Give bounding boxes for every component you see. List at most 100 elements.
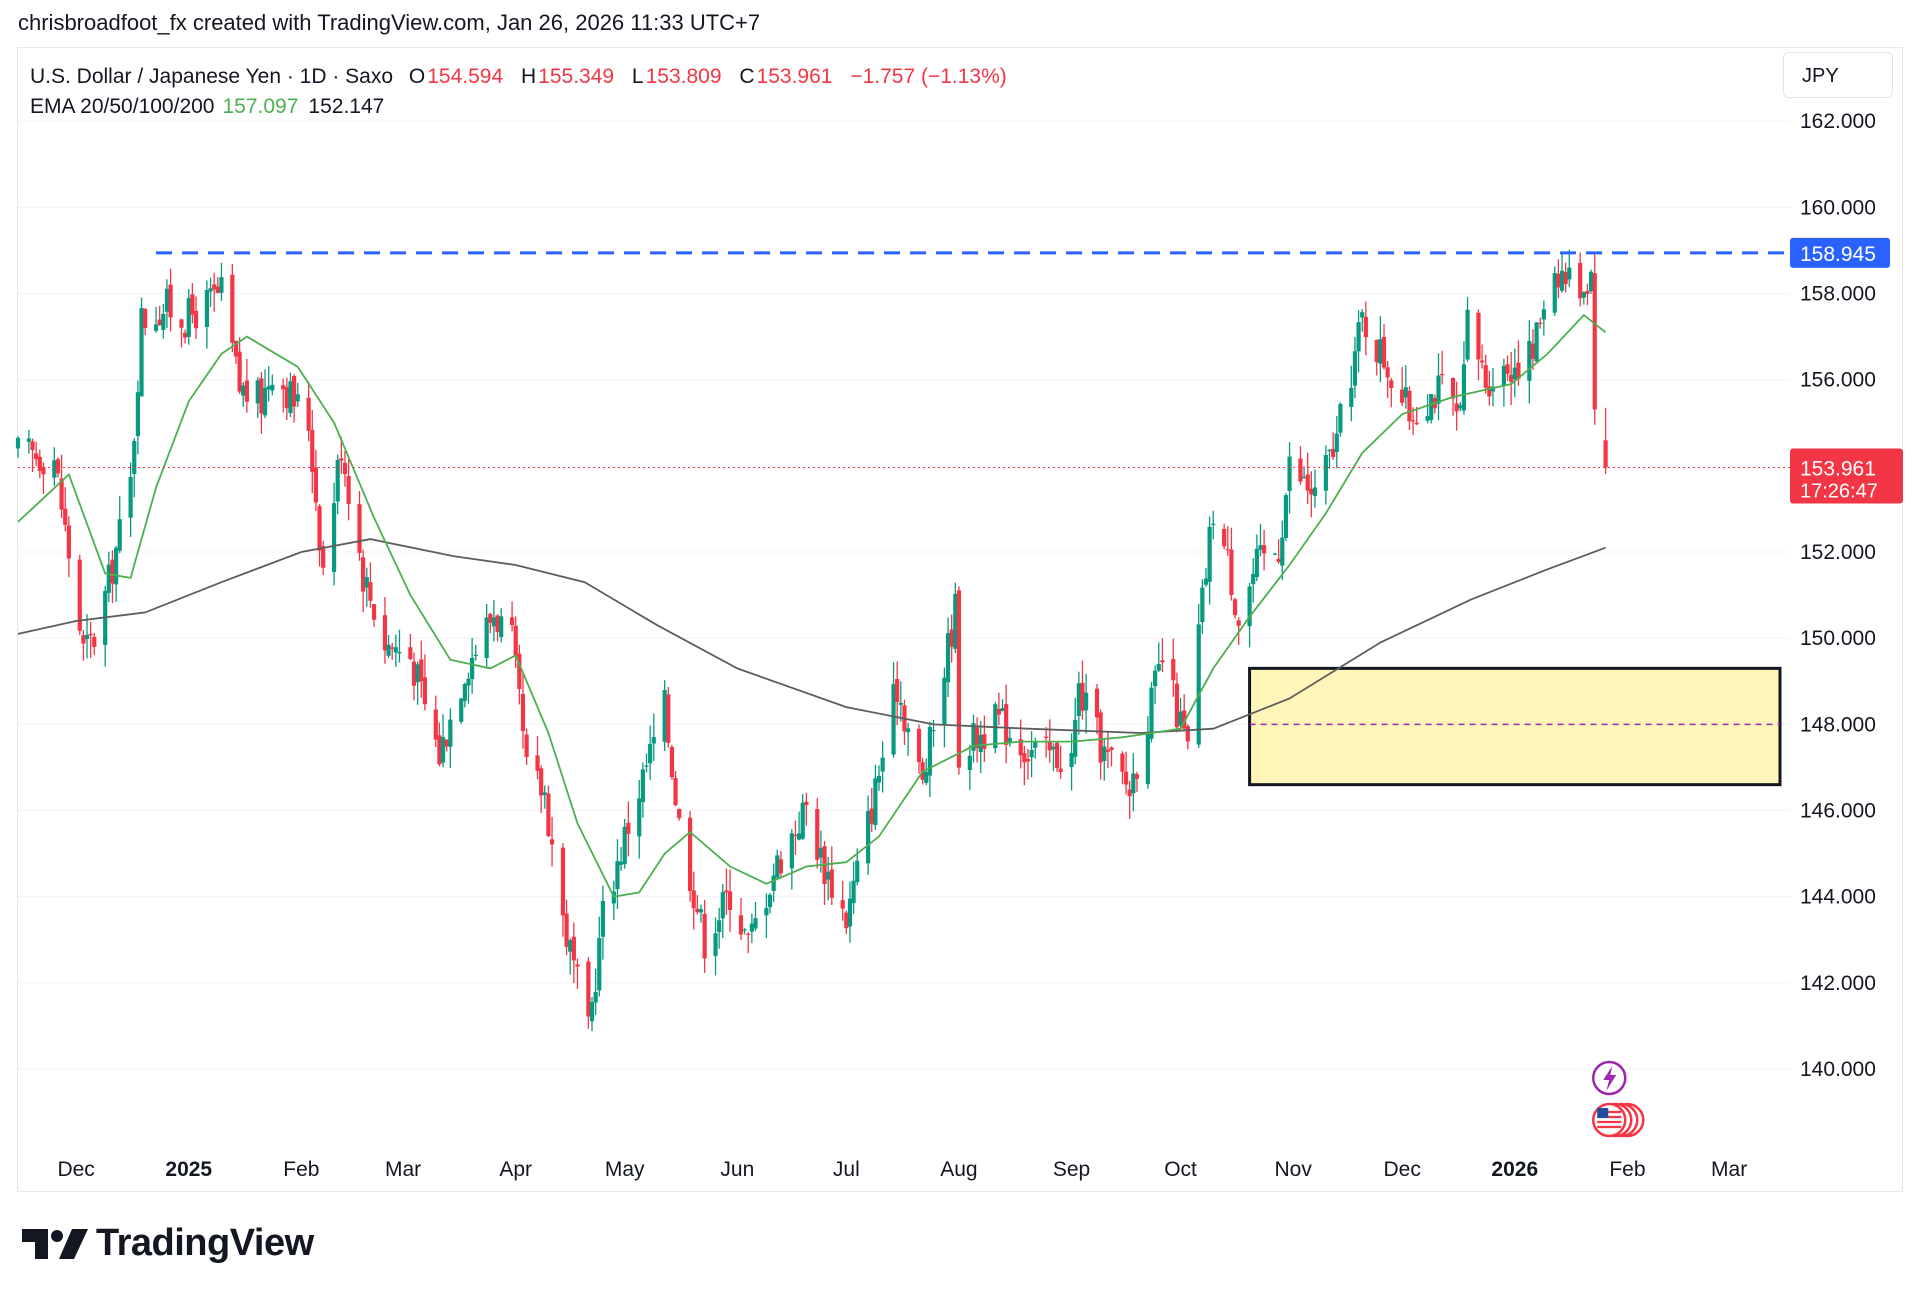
candle-body [1051,746,1056,750]
candle [30,438,35,473]
candle-body [727,891,733,910]
candle-body [310,429,315,472]
candle [829,846,834,905]
candle-body [673,777,678,806]
price-tick-label: 158.000 [1800,283,1876,306]
candle-body [433,709,438,740]
candle-body [1203,578,1209,585]
candle-body [1272,553,1278,555]
candle-body [295,394,300,402]
candle [713,917,718,976]
candle [259,372,264,434]
candle-body [677,809,682,819]
candle-body [1251,573,1256,585]
candle-body [92,636,97,647]
candle [1567,249,1572,287]
ema-label: EMA 20/50/100/200 [30,95,215,118]
candle-body [1407,390,1412,422]
candle [1505,355,1510,381]
candle [1479,344,1485,369]
candle [724,868,729,915]
candle-body [270,384,275,391]
candle-body [931,729,936,732]
currency-button[interactable]: JPY [1783,52,1893,98]
tradingview-logo[interactable]: TradingView [22,1222,314,1265]
candle-body [1410,420,1416,422]
candle-body [695,908,700,913]
candle-body [117,519,122,551]
candle [193,296,199,339]
candle [15,436,21,458]
candle-body [1004,704,1009,745]
candle [1229,527,1234,601]
candle [1588,269,1594,294]
candle [622,818,627,869]
candle-body [1134,774,1140,779]
price-tick-label: 156.000 [1800,369,1876,392]
candle [822,840,827,905]
candle-body [764,907,769,916]
candle-body [331,503,337,572]
candle-body [1076,683,1081,716]
candle [440,714,446,768]
candle [459,697,464,725]
candle [902,699,907,745]
candle [331,482,337,586]
candle-body [364,577,369,588]
candle-body [847,898,853,927]
candle-body [644,765,649,767]
candle [390,642,395,660]
candle-body [1047,741,1052,751]
candle-body [1247,586,1252,627]
candle-body [1334,433,1339,452]
candle-body [1556,273,1561,288]
ema-row[interactable]: EMA 20/50/100/200 157.097 152.147 [30,92,1007,122]
candle-body [571,936,576,961]
candle-body [313,467,319,503]
candle [778,851,784,879]
candle [462,682,467,708]
candle [135,380,140,455]
candle-body [876,775,882,783]
candle [1156,642,1161,672]
candle [1051,743,1056,772]
resistance-price-badge [1790,237,1890,268]
candle-body [775,855,780,878]
candle-body [1258,545,1263,550]
candle-body [539,768,544,796]
candle [1029,731,1034,778]
candle [1349,365,1354,422]
candle [1102,739,1107,781]
candle-body [869,808,874,824]
candle [847,881,853,943]
candle [1080,660,1085,720]
candle-body [281,385,286,390]
candle-body [978,735,983,753]
candle [237,337,242,395]
candle [281,378,286,413]
ema-value-2: 152.147 [308,95,385,118]
candle [978,720,983,774]
candle-body [135,392,140,436]
candle-body [975,727,980,749]
candle-body [924,771,929,783]
candle [84,614,90,659]
candle-body [491,617,497,627]
candle [1153,665,1158,705]
candle-body [473,654,478,657]
candle [244,358,249,413]
candle-body [1098,712,1103,763]
candle [208,277,213,307]
candle-body [132,440,137,475]
candle-body [953,593,958,649]
candle-body [520,694,526,732]
candle [1327,449,1332,469]
candle [1160,638,1165,673]
open-value: 154.594 [427,65,504,88]
candle-body [1429,394,1434,420]
candle-body [793,834,798,837]
candle-body [1360,312,1365,318]
candle-body [698,909,704,913]
candle [1251,558,1256,603]
